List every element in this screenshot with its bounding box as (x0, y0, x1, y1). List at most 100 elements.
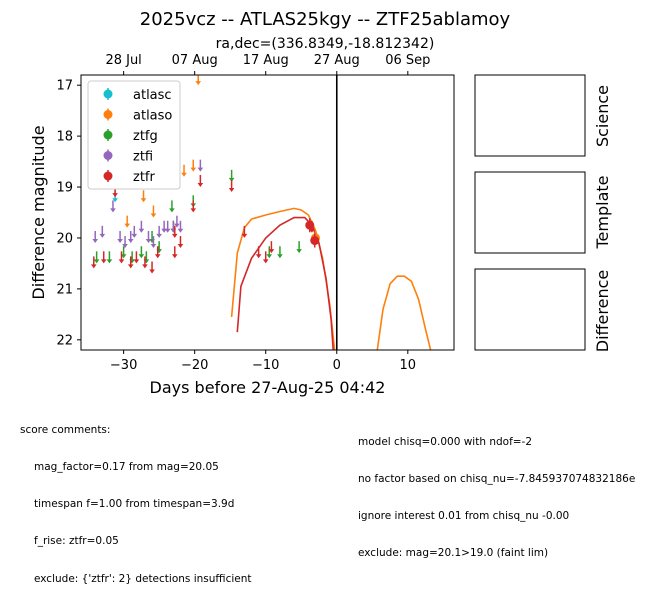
data-marks (90, 75, 320, 274)
top-axis-ticks: 28 Jul 07 Aug 17 Aug 27 Aug 06 Sep (105, 53, 430, 75)
plot-area: −30 −20 −10 0 10 17 18 19 20 21 22 28 Jul 07 Aug 17… (29, 53, 455, 397)
upper-limit-atlaso (150, 205, 157, 218)
detection-ztfr (305, 218, 315, 233)
upper-limit-ztfr (241, 225, 248, 238)
upper-limit-ztfi (127, 230, 134, 243)
upper-limit-atlaso (140, 190, 147, 203)
y-tick-label: 18 (56, 130, 73, 145)
top-axis-label: ra,dec=(336.8349,-18.812342) (216, 36, 435, 52)
score-comment-line: exclude: {'ztfr': 2} detections insuffic… (34, 572, 252, 585)
upper-limit-ztfi (161, 220, 167, 233)
upper-limit-ztfr (255, 246, 262, 259)
upper-limit-ztfg (93, 251, 100, 264)
legend-label: atlasc (133, 88, 172, 103)
legend-item-ztfr: ztfr (103, 170, 155, 185)
upper-limit-ztfr (177, 236, 184, 249)
upper-limit-ztfi (164, 220, 171, 233)
legend-item-ztfg: ztfg (103, 129, 158, 144)
template-label: Template (593, 175, 612, 249)
score-comment-line: timespan f=1.00 from timespan=3.9d (34, 498, 235, 511)
upper-limit-ztfi (177, 220, 184, 233)
upper-limit-ztfr (262, 251, 269, 264)
upper-limit-ztfi (117, 230, 123, 243)
score-comment-line: mag_factor=0.17 from mag=20.05 (34, 461, 219, 474)
template-panel (474, 171, 586, 254)
top-tick-label: 17 Aug (243, 53, 289, 68)
y-tick-label: 20 (56, 231, 73, 246)
legend-label: ztfg (133, 129, 158, 144)
upper-limit-ztfr (154, 246, 161, 259)
x-axis-ticks: −30 −20 −10 0 10 (110, 350, 416, 373)
legend-item-atlasc: atlasc (103, 88, 172, 103)
legend-item-ztfi: ztfi (103, 149, 153, 165)
y-tick-label: 17 (56, 79, 73, 94)
upper-limit-ztfi (110, 200, 116, 213)
x-tick-label: −30 (110, 358, 137, 373)
upper-limit-atlaso (190, 159, 197, 172)
upper-limit-ztfr (133, 251, 140, 264)
x-axis-label: Days before 27-Aug-25 04:42 (150, 378, 386, 397)
upper-limit-ztfr (190, 200, 197, 213)
upper-limit-atlaso (181, 164, 187, 177)
figure-title: 2025vcz -- ATLAS25kgy -- ZTF25ablamoy (140, 9, 511, 30)
upper-limit-ztfr (171, 246, 178, 259)
model-comments: model chisq=0.000 with ndof=-2 no factor… (358, 411, 650, 572)
y-tick-label: 19 (56, 181, 73, 196)
model-comment-line: model chisq=0.000 with ndof=-2 (358, 435, 533, 448)
upper-limit-ztfr (149, 261, 155, 274)
science-label: Science (593, 85, 612, 147)
upper-limit-ztfg (296, 241, 302, 254)
difference-label: Difference (593, 270, 612, 352)
upper-limit-ztfi (92, 230, 99, 243)
upper-limit-ztfg (169, 200, 175, 213)
score-comments-heading: score comments: (20, 423, 111, 436)
model-comment-line: ignore interest 0.01 from chisq_nu -0.00 (358, 510, 570, 523)
upper-limit-atlaso (124, 215, 130, 228)
model-curve-atlaso (376, 275, 432, 350)
model-comment-line: no factor based on chisq_nu=-7.845937074… (358, 473, 636, 486)
x-tick-label: 10 (400, 358, 417, 373)
top-tick-label: 28 Jul (105, 53, 141, 68)
legend-item-atlaso: atlaso (103, 108, 172, 124)
difference-panel (474, 268, 586, 351)
upper-limit-ztfr (100, 251, 107, 264)
x-tick-label: −20 (181, 358, 208, 373)
upper-limit-ztfr (171, 225, 178, 238)
upper-limit-ztfi (122, 236, 128, 249)
science-panel (474, 74, 586, 157)
upper-limit-ztfr (228, 180, 235, 193)
upper-limit-ztfr (127, 256, 134, 269)
upper-limit-ztfg (106, 251, 113, 264)
legend-label: atlaso (133, 109, 172, 124)
upper-limit-ztfr (268, 241, 275, 254)
upper-limit-ztfi (145, 230, 152, 243)
upper-limit-ztfi (197, 159, 204, 172)
upper-limit-ztfg (138, 246, 145, 259)
upper-limit-ztfg (266, 246, 273, 259)
model-comment-line: exclude: mag=20.1>19.0 (faint lim) (358, 547, 549, 560)
upper-limit-ztfg (228, 169, 235, 182)
model-curve-ztfr (236, 216, 334, 350)
y-axis-label: Difference magnitude (29, 125, 48, 299)
upper-limit-ztfr (197, 174, 204, 187)
upper-limit-ztfi (99, 225, 106, 238)
upper-limit-ztfi (138, 220, 145, 233)
legend-label: ztfi (133, 150, 153, 165)
top-tick-label: 07 Aug (172, 53, 218, 68)
legend: atlasc atlaso ztfg ztfi ztfr (87, 80, 181, 190)
score-comment-line: f_rise: ztfr=0.05 (34, 535, 119, 548)
upper-limit-ztfr (118, 251, 125, 264)
upper-limit-atlaso (195, 75, 202, 86)
upper-limit-ztfi (174, 215, 180, 228)
upper-limit-ztfr (142, 256, 148, 269)
upper-limit-ztfi (131, 225, 138, 238)
top-tick-label: 27 Aug (314, 53, 360, 68)
upper-limit-ztfr (90, 256, 97, 269)
detection-ztfr (310, 233, 320, 248)
x-tick-label: −10 (252, 358, 279, 373)
upper-limit-ztfg (277, 246, 283, 259)
score-comments: score comments: mag_factor=0.17 from mag… (20, 399, 252, 598)
y-tick-label: 21 (56, 282, 73, 297)
y-tick-label: 22 (56, 333, 73, 348)
image-panels: Science Template Difference (474, 74, 612, 352)
